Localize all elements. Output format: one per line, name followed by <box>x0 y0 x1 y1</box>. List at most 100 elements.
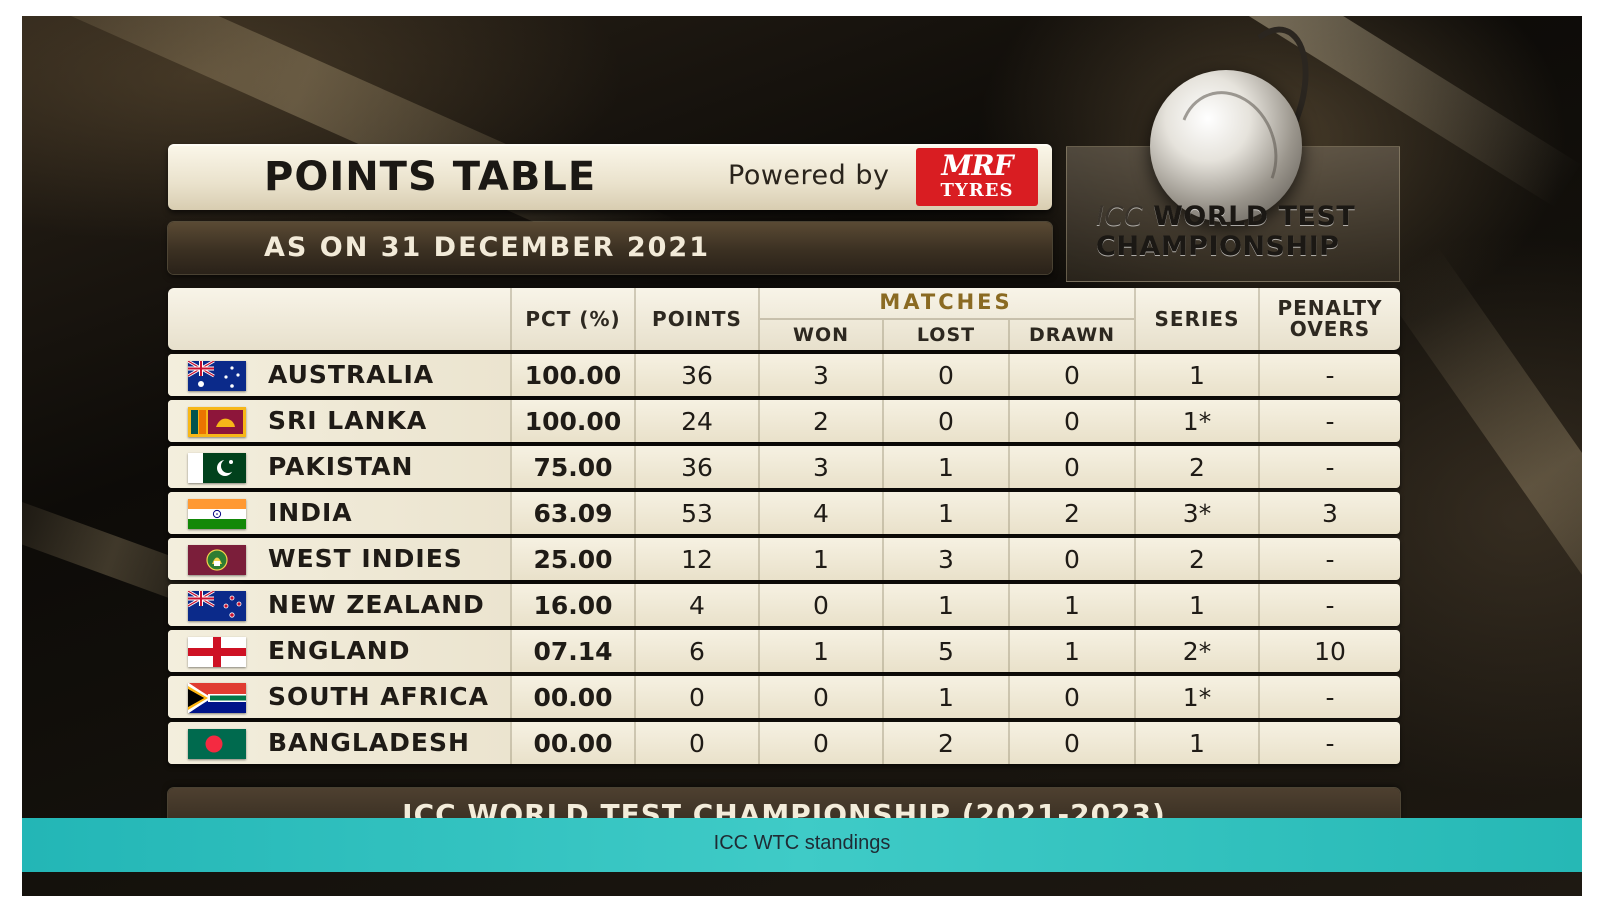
table-body: AUSTRALIA 100.00 36 3 0 0 1- SRI LANKA 100.00 24 2… <box>168 354 1400 764</box>
points-cell: 36 <box>681 361 713 390</box>
team-name: AUSTRALIA <box>268 360 435 389</box>
points-table: PCT (%) POINTS MATCHES WON LOST DRAWN SE… <box>168 288 1400 764</box>
lost-cell: 3 <box>938 545 954 574</box>
team-cell: WEST INDIES <box>168 538 510 580</box>
table-header: PCT (%) POINTS MATCHES WON LOST DRAWN SE… <box>168 288 1400 350</box>
pct-cell: 63.09 <box>533 499 613 528</box>
points-cell: 0 <box>689 729 705 758</box>
australia-flag <box>188 361 246 391</box>
team-name: PAKISTAN <box>268 452 414 481</box>
team-name: SRI LANKA <box>268 406 428 435</box>
col-pct: PCT (%) <box>525 306 621 331</box>
won-cell: 0 <box>813 683 829 712</box>
col-drawn: DRAWN <box>1028 324 1116 346</box>
lost-cell: 1 <box>938 591 954 620</box>
sri-lanka-flag <box>188 407 246 437</box>
pct-cell: 25.00 <box>533 545 613 574</box>
logo-prefix: ICC <box>1096 201 1144 232</box>
points-cell: 12 <box>681 545 713 574</box>
team-name: INDIA <box>268 498 353 527</box>
date-bar: AS ON 31 DECEMBER 2021 <box>168 222 1052 274</box>
won-cell: 3 <box>813 361 829 390</box>
team-name: SOUTH AFRICA <box>268 682 489 711</box>
series-cell: 1* <box>1182 683 1212 712</box>
sponsor-logo-line2: TYRES <box>940 180 1014 201</box>
lost-cell: 1 <box>938 499 954 528</box>
drawn-cell: 0 <box>1064 453 1080 482</box>
col-matches: MATCHES <box>879 290 1013 314</box>
col-lost: LOST <box>916 324 976 346</box>
penalty-overs-cell: - <box>1325 591 1335 620</box>
pct-cell: 00.00 <box>533 683 613 712</box>
india-flag <box>188 499 246 529</box>
team-cell: ENGLAND <box>168 630 510 672</box>
points-cell: 24 <box>681 407 713 436</box>
powered-by-label: Powered by <box>728 160 890 191</box>
as-on-date: AS ON 31 DECEMBER 2021 <box>264 232 711 263</box>
logo-line1: WORLD TEST <box>1153 201 1356 232</box>
team-cell: PAKISTAN <box>168 446 510 488</box>
col-penalty-line1: PENALTY <box>1277 296 1383 320</box>
won-cell: 2 <box>813 407 829 436</box>
light-streak <box>1379 246 1582 696</box>
points-cell: 53 <box>681 499 713 528</box>
penalty-overs-cell: 10 <box>1314 637 1346 666</box>
points-cell: 4 <box>689 591 705 620</box>
wtc-logo-text: ICC WORLD TEST CHAMPIONSHIP <box>1096 202 1396 262</box>
pct-cell: 00.00 <box>533 729 613 758</box>
bangladesh-flag <box>188 729 246 759</box>
team-name: BANGLADESH <box>268 728 470 757</box>
drawn-cell: 0 <box>1064 683 1080 712</box>
table-row: ENGLAND 07.14 6 1 5 1 2* 10 <box>168 630 1400 672</box>
col-penalty-overs: PENALTY OVERS <box>1260 288 1400 350</box>
team-cell: AUSTRALIA <box>168 354 510 396</box>
won-cell: 0 <box>813 591 829 620</box>
drawn-cell: 2 <box>1064 499 1080 528</box>
table-row: AUSTRALIA 100.00 36 3 0 0 1 - <box>168 354 1400 396</box>
series-cell: 3* <box>1182 499 1212 528</box>
penalty-overs-cell: - <box>1325 407 1335 436</box>
penalty-overs-cell: - <box>1325 361 1335 390</box>
penalty-overs-cell: - <box>1325 453 1335 482</box>
team-cell: NEW ZEALAND <box>168 584 510 626</box>
table-row: NEW ZEALAND 16.00 4 0 1 1 1 - <box>168 584 1400 626</box>
lost-cell: 5 <box>938 637 954 666</box>
penalty-overs-cell: 3 <box>1322 499 1338 528</box>
table-row: SOUTH AFRICA 00.00 0 0 1 0 1* - <box>168 676 1400 718</box>
series-cell: 1 <box>1189 361 1205 390</box>
drawn-cell: 0 <box>1064 545 1080 574</box>
pct-cell: 100.00 <box>524 361 622 390</box>
team-name: WEST INDIES <box>268 544 463 573</box>
table-row: SRI LANKA 100.00 24 2 0 0 1* - <box>168 400 1400 442</box>
table-row: WEST INDIES 25.00 12 1 3 0 2 - <box>168 538 1400 580</box>
drawn-cell: 1 <box>1064 591 1080 620</box>
west-indies-flag <box>188 545 246 575</box>
won-cell: 3 <box>813 453 829 482</box>
logo-line2: CHAMPIONSHIP <box>1096 231 1340 262</box>
lost-cell: 0 <box>938 361 954 390</box>
team-cell: SOUTH AFRICA <box>168 676 510 718</box>
lost-cell: 0 <box>938 407 954 436</box>
team-cell: INDIA <box>168 492 510 534</box>
new-zealand-flag <box>188 591 246 621</box>
lost-cell: 1 <box>938 683 954 712</box>
won-cell: 1 <box>813 637 829 666</box>
page-title: POINTS TABLE <box>264 154 597 200</box>
col-points: POINTS <box>652 306 742 331</box>
points-cell: 36 <box>681 453 713 482</box>
team-cell: BANGLADESH <box>168 722 510 764</box>
table-row: PAKISTAN 75.00 36 3 1 0 2 - <box>168 446 1400 488</box>
drawn-cell: 0 <box>1064 729 1080 758</box>
series-cell: 1 <box>1189 591 1205 620</box>
drawn-cell: 1 <box>1064 637 1080 666</box>
sponsor-logo: MRF TYRES <box>916 148 1038 206</box>
team-name: ENGLAND <box>268 636 411 665</box>
drawn-cell: 0 <box>1064 407 1080 436</box>
won-cell: 0 <box>813 729 829 758</box>
col-penalty-line2: OVERS <box>1289 317 1371 341</box>
broadcast-graphic: ICC WORLD TEST CHAMPIONSHIP POINTS TABLE… <box>22 16 1582 896</box>
pct-cell: 75.00 <box>533 453 613 482</box>
pct-cell: 07.14 <box>533 637 613 666</box>
penalty-overs-cell: - <box>1325 545 1335 574</box>
england-flag <box>188 637 246 667</box>
